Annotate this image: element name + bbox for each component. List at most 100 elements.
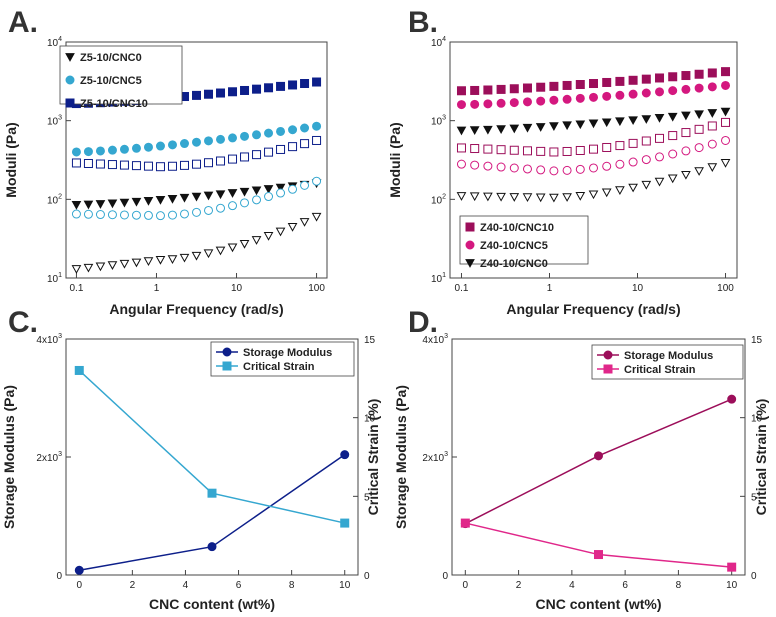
storage-point bbox=[251, 186, 262, 196]
data-point bbox=[207, 488, 217, 498]
storage-point bbox=[312, 121, 322, 131]
storage-point bbox=[456, 126, 467, 136]
storage-point bbox=[263, 185, 274, 194]
storage-point bbox=[615, 90, 625, 100]
loss-point bbox=[143, 210, 153, 220]
storage-point bbox=[179, 139, 189, 149]
loss-point bbox=[83, 158, 93, 168]
storage-point bbox=[131, 197, 142, 207]
loss-point bbox=[240, 198, 250, 208]
loss-point bbox=[707, 121, 717, 131]
y-left-tick-label: 0 bbox=[56, 571, 62, 582]
storage-point bbox=[312, 77, 322, 87]
loss-point bbox=[509, 145, 519, 155]
loss-point bbox=[312, 135, 322, 145]
x-tick-label: 2 bbox=[130, 580, 136, 591]
legend-marker bbox=[222, 361, 232, 371]
storage-point bbox=[470, 85, 480, 95]
loss-point bbox=[204, 205, 214, 215]
loss-point bbox=[681, 128, 691, 138]
x-axis-title: CNC content (wt%) bbox=[536, 596, 662, 612]
loss-point bbox=[655, 152, 665, 162]
loss-point bbox=[615, 186, 625, 195]
y-left-axis-title: Storage Modulus (Pa) bbox=[393, 385, 409, 529]
loss-point bbox=[654, 177, 665, 187]
legend-marker bbox=[465, 240, 475, 250]
storage-point bbox=[535, 123, 546, 132]
loss-point bbox=[119, 160, 129, 170]
panel-3: D. 0 2 4 6 8 10 0 2x103 4x103 0 5 10 15 CNC content (w… bbox=[393, 306, 769, 612]
loss-point bbox=[131, 258, 142, 268]
loss-point bbox=[628, 183, 638, 193]
legend-label: Storage Modulus bbox=[243, 347, 332, 359]
storage-point bbox=[667, 112, 678, 122]
loss-point bbox=[239, 239, 250, 249]
storage-point bbox=[721, 67, 731, 77]
storage-point bbox=[483, 125, 493, 135]
x-tick-label: 10 bbox=[231, 283, 243, 294]
storage-point bbox=[615, 117, 625, 127]
loss-point bbox=[522, 193, 533, 203]
loss-point bbox=[299, 218, 310, 227]
storage-point bbox=[707, 68, 717, 78]
storage-point bbox=[655, 87, 665, 97]
panel-label: A. bbox=[8, 6, 38, 39]
x-tick-label: 1 bbox=[547, 283, 553, 294]
storage-point bbox=[628, 75, 638, 85]
loss-point bbox=[562, 146, 572, 156]
series-Z40-10/CNC0 bbox=[456, 107, 731, 203]
y-left-tick-label: 2x103 bbox=[422, 451, 448, 464]
storage-point bbox=[707, 82, 717, 92]
data-point bbox=[340, 450, 350, 460]
loss-point bbox=[628, 157, 638, 167]
loss-point bbox=[522, 164, 532, 174]
storage-point bbox=[575, 93, 585, 103]
storage-point bbox=[483, 99, 493, 109]
legend: Storage Modulus Critical Strain bbox=[210, 341, 355, 377]
series-Storage Modulus bbox=[74, 450, 350, 575]
loss-point bbox=[312, 176, 322, 186]
loss-point bbox=[131, 210, 141, 220]
loss-point bbox=[535, 193, 546, 203]
y-right-tick-label: 0 bbox=[751, 571, 757, 582]
storage-point bbox=[264, 83, 274, 93]
loss-point bbox=[694, 167, 704, 176]
storage-point bbox=[589, 79, 598, 89]
x-tick-label: 100 bbox=[717, 283, 734, 294]
loss-point bbox=[628, 138, 638, 148]
storage-point bbox=[456, 86, 466, 96]
storage-point bbox=[240, 85, 250, 95]
loss-point bbox=[264, 147, 274, 157]
storage-point bbox=[264, 128, 274, 138]
data-point bbox=[74, 365, 84, 375]
loss-point bbox=[588, 190, 599, 200]
storage-point bbox=[240, 131, 250, 141]
storage-point bbox=[470, 99, 480, 109]
series-Z5-10/CNC5 bbox=[71, 121, 322, 221]
storage-point bbox=[192, 90, 201, 100]
loss-point bbox=[191, 251, 202, 261]
loss-point bbox=[143, 161, 153, 171]
storage-point bbox=[456, 100, 466, 110]
loss-point bbox=[601, 188, 612, 198]
loss-point bbox=[549, 193, 559, 203]
y-tick-label: 103 bbox=[47, 115, 62, 128]
legend-box bbox=[210, 341, 355, 377]
loss-point bbox=[95, 262, 106, 272]
storage-point bbox=[694, 69, 704, 79]
loss-point bbox=[204, 158, 214, 168]
series-line bbox=[465, 522, 732, 568]
y-left-tick-label: 2x103 bbox=[36, 451, 62, 464]
storage-point bbox=[562, 94, 572, 104]
loss-point bbox=[95, 159, 105, 169]
y-right-tick-label: 10 bbox=[751, 414, 763, 425]
loss-point bbox=[615, 141, 625, 151]
storage-point bbox=[707, 109, 718, 118]
loss-point bbox=[252, 195, 262, 205]
legend-box bbox=[59, 45, 183, 105]
loss-point bbox=[263, 232, 274, 241]
legend-marker bbox=[465, 259, 475, 268]
loss-point bbox=[71, 265, 82, 274]
x-tick-label: 6 bbox=[236, 580, 242, 591]
